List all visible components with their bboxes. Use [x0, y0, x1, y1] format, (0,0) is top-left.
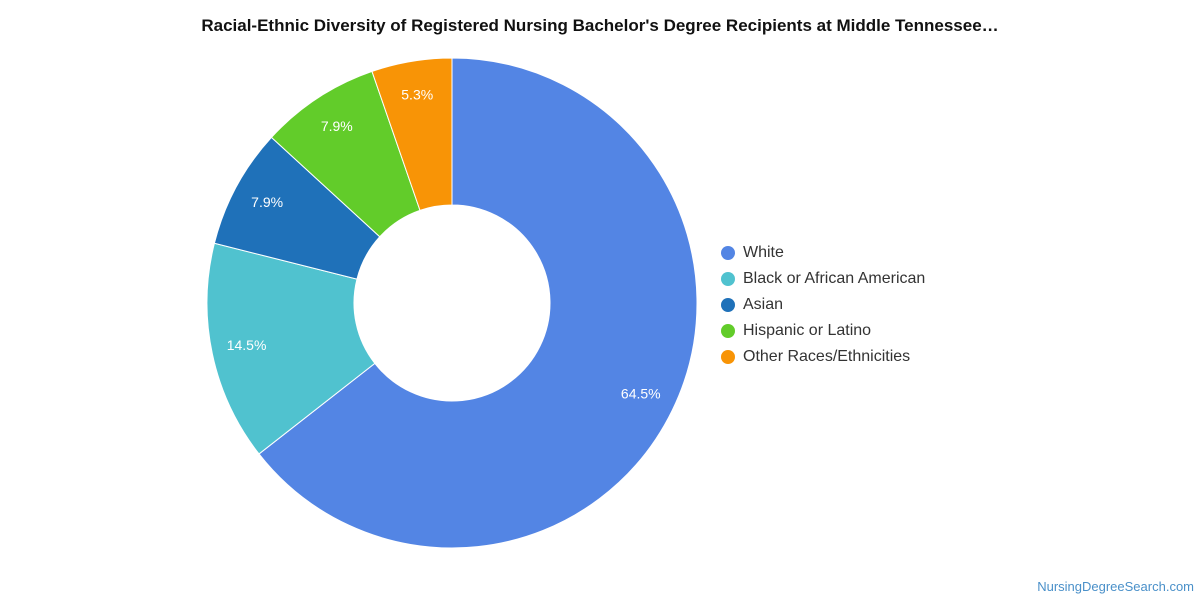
source-credit[interactable]: NursingDegreeSearch.com	[1037, 579, 1194, 594]
legend-item-white[interactable]: White	[721, 240, 925, 266]
legend-label: White	[743, 244, 784, 261]
legend-item-other-races-ethnicities[interactable]: Other Races/Ethnicities	[721, 344, 925, 370]
slice-white[interactable]	[258, 57, 698, 549]
legend-item-hispanic-or-latino[interactable]: Hispanic or Latino	[721, 318, 925, 344]
slice-label-other-races-ethnicities: 5.3%	[401, 87, 433, 103]
legend-swatch	[721, 272, 735, 286]
legend-label: Other Races/Ethnicities	[743, 348, 911, 365]
legend-swatch	[721, 246, 735, 260]
legend-swatch	[721, 298, 735, 312]
legend-swatch	[721, 324, 735, 338]
legend-item-black-or-african-american[interactable]: Black or African American	[721, 266, 925, 292]
legend-item-asian[interactable]: Asian	[721, 292, 925, 318]
chart-legend: White Black or African American Asian Hispa…	[721, 240, 925, 370]
slice-label-white: 64.5%	[621, 386, 661, 402]
slice-other-races-ethnicities[interactable]	[371, 57, 453, 212]
slice-label-hispanic-or-latino: 7.9%	[321, 118, 353, 134]
legend-label: Hispanic or Latino	[743, 322, 872, 339]
donut-slices	[206, 57, 698, 549]
slice-label-black-or-african-american: 14.5%	[227, 337, 267, 353]
legend-label: Black or African American	[743, 270, 926, 287]
legend-label: Asian	[743, 296, 784, 313]
slice-black-or-african-american[interactable]	[206, 242, 376, 455]
slice-label-asian: 7.9%	[251, 194, 283, 210]
chart-title: Racial-Ethnic Diversity of Registered Nu…	[201, 16, 999, 35]
donut-slice-labels: 64.5% 14.5% 7.9% 7.9% 5.3%	[227, 87, 661, 402]
legend-swatch	[721, 350, 735, 364]
